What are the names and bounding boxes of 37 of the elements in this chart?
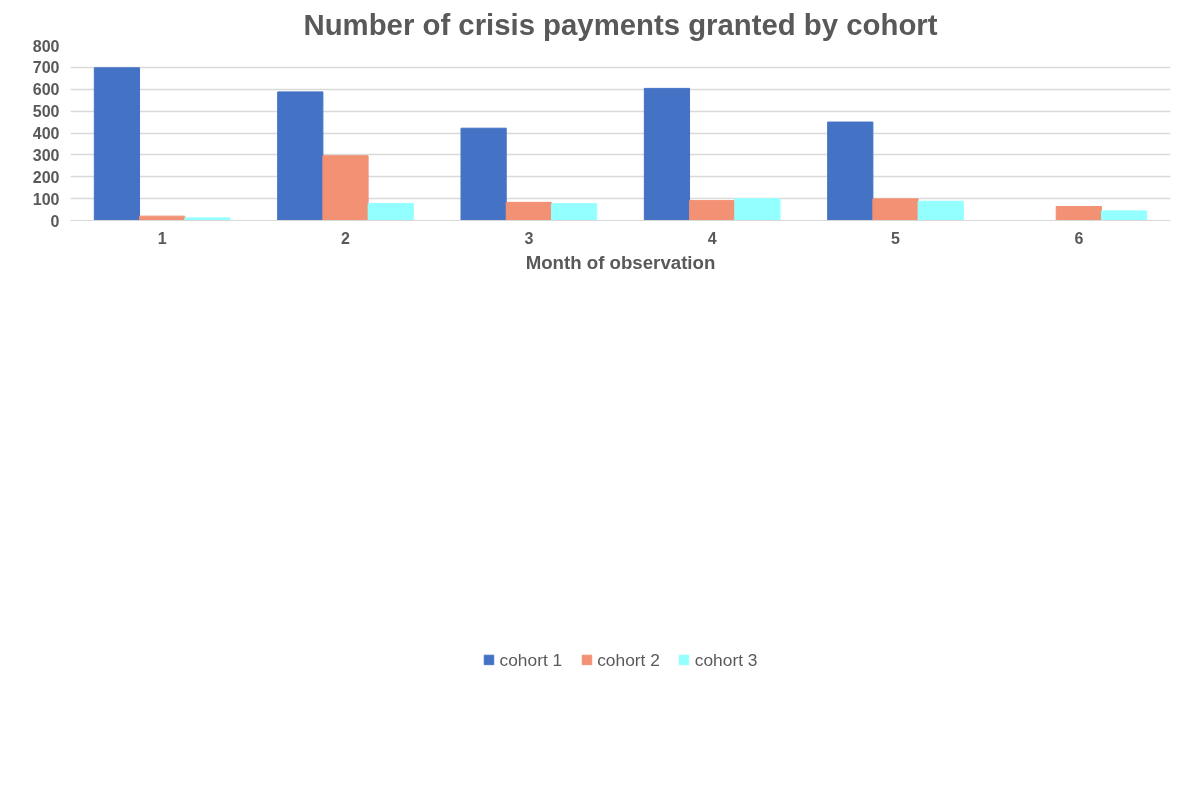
bar (460, 127, 507, 221)
bar (550, 203, 598, 221)
bar (139, 215, 186, 221)
y-tick-label: 100 (32, 190, 60, 208)
y-tick-label: 500 (32, 103, 60, 121)
bar (917, 200, 964, 221)
x-tick-label: 3 (524, 229, 534, 247)
bar (1055, 206, 1102, 221)
bar (643, 87, 691, 221)
bar (872, 198, 919, 221)
bar (367, 202, 414, 221)
x-tick-label: 5 (891, 229, 901, 247)
chart-title: Number of crisis payments granted by cohort (303, 7, 938, 41)
y-tick-label: 600 (32, 81, 60, 99)
y-tick-label: 200 (32, 168, 60, 186)
x-axis-title: Month of observation (525, 251, 716, 273)
bar (827, 121, 874, 221)
legend-label: cohort 2 (597, 649, 660, 671)
legend-label: cohort 1 (499, 649, 563, 671)
y-tick-label: 400 (32, 125, 60, 142)
bar (184, 217, 231, 221)
bar (322, 155, 369, 221)
legend-label: cohort 3 (694, 649, 758, 671)
bar (689, 200, 736, 221)
y-tick-label: 0 (50, 212, 60, 230)
x-tick-label: 4 (707, 229, 717, 247)
bar (1100, 210, 1148, 221)
y-tick-label: 800 (32, 37, 60, 55)
y-tick-label: 300 (32, 146, 60, 164)
x-tick-label: 1 (157, 229, 167, 247)
bar (505, 201, 552, 221)
bar (734, 198, 781, 221)
bar (93, 67, 141, 221)
x-tick-label: 6 (1074, 229, 1084, 247)
y-tick-label: 700 (32, 59, 60, 77)
x-tick-label: 2 (341, 229, 351, 247)
bar (277, 91, 324, 221)
